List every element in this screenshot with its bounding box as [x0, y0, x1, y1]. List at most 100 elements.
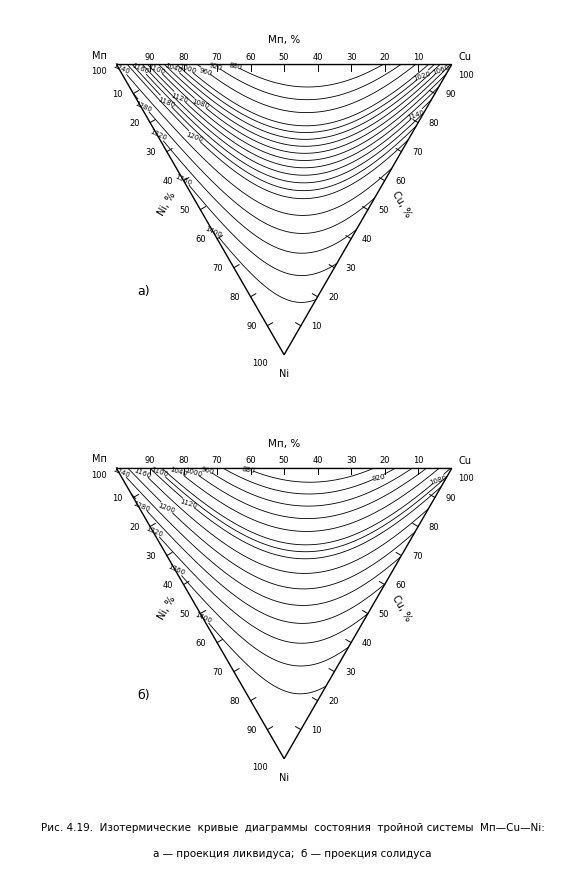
- Text: 90: 90: [145, 456, 156, 465]
- Text: 20: 20: [328, 696, 339, 705]
- Text: 1040: 1040: [168, 466, 188, 477]
- Text: 1140: 1140: [407, 109, 426, 121]
- Text: 80: 80: [178, 53, 189, 61]
- Text: 1280: 1280: [134, 100, 153, 112]
- Text: 1060: 1060: [431, 64, 450, 76]
- Text: Рис. 4.19.  Изотермические  кривые  диаграммы  состояния  тройной системы  Мп—Cu: Рис. 4.19. Изотермические кривые диаграм…: [40, 822, 545, 832]
- Text: Cu, %: Cu, %: [390, 189, 413, 219]
- Text: Ni: Ni: [279, 773, 289, 782]
- Text: 60: 60: [395, 177, 406, 186]
- Text: 40: 40: [312, 53, 323, 61]
- Text: 70: 70: [412, 551, 422, 560]
- Text: 100: 100: [91, 471, 106, 479]
- Text: Ni: Ni: [279, 369, 289, 378]
- Text: 90: 90: [145, 53, 156, 61]
- Text: а): а): [137, 285, 150, 298]
- Text: 70: 70: [212, 264, 223, 273]
- Text: 100: 100: [252, 762, 267, 771]
- Text: 1160: 1160: [133, 466, 152, 479]
- Text: 1080: 1080: [191, 98, 209, 110]
- Text: 30: 30: [345, 667, 356, 676]
- Text: 1180: 1180: [157, 96, 176, 108]
- Text: б): б): [137, 688, 150, 702]
- Text: 90: 90: [246, 725, 257, 734]
- Text: 20: 20: [129, 119, 139, 128]
- Text: Cu: Cu: [459, 456, 472, 465]
- Text: 1120: 1120: [170, 92, 189, 104]
- Text: 100: 100: [252, 359, 267, 368]
- Text: 920: 920: [371, 473, 386, 481]
- Text: 10: 10: [413, 53, 424, 61]
- Text: 1020: 1020: [413, 70, 432, 82]
- Text: 1160: 1160: [131, 63, 150, 76]
- Text: 100: 100: [459, 474, 474, 483]
- Text: 1000: 1000: [184, 466, 202, 477]
- Text: 10: 10: [112, 493, 123, 502]
- Text: 50: 50: [279, 456, 290, 465]
- Text: 20: 20: [129, 522, 139, 531]
- Text: 40: 40: [312, 456, 323, 465]
- Text: 40: 40: [362, 235, 372, 244]
- Text: 70: 70: [212, 456, 222, 465]
- Text: 1280: 1280: [132, 500, 151, 512]
- Text: 30: 30: [346, 53, 356, 61]
- Text: 30: 30: [346, 456, 356, 465]
- Text: 90: 90: [246, 322, 257, 331]
- Text: 60: 60: [196, 235, 207, 244]
- Text: 100: 100: [459, 70, 474, 80]
- Text: 1200: 1200: [157, 502, 176, 514]
- Text: 50: 50: [179, 206, 190, 215]
- Text: 60: 60: [196, 638, 207, 647]
- Text: Ni, %: Ni, %: [156, 191, 177, 217]
- Text: 10: 10: [112, 90, 123, 99]
- Text: 1400: 1400: [194, 610, 212, 623]
- Text: Cu, %: Cu, %: [390, 593, 413, 622]
- Text: 50: 50: [279, 53, 290, 61]
- Text: 880: 880: [228, 62, 242, 71]
- Text: 70: 70: [212, 667, 223, 676]
- Text: 1080: 1080: [428, 474, 448, 486]
- Text: 40: 40: [163, 580, 173, 589]
- Text: 80: 80: [429, 522, 439, 531]
- Text: а — проекция ликвидуса;  б — проекция солидуса: а — проекция ликвидуса; б — проекция сол…: [153, 848, 432, 859]
- Text: 1100: 1100: [150, 466, 169, 478]
- Text: 60: 60: [245, 456, 256, 465]
- Text: 20: 20: [328, 293, 339, 302]
- Text: 40: 40: [163, 177, 173, 186]
- Text: 80: 80: [178, 456, 189, 465]
- Text: 80: 80: [229, 293, 240, 302]
- Text: Мп: Мп: [92, 454, 106, 464]
- Text: 50: 50: [378, 609, 389, 618]
- Text: 30: 30: [146, 551, 156, 560]
- Text: 60: 60: [395, 580, 406, 589]
- Text: 90: 90: [446, 493, 456, 502]
- Text: 1320: 1320: [149, 129, 167, 141]
- Text: 1120: 1120: [179, 498, 198, 509]
- Text: 20: 20: [380, 53, 390, 61]
- Text: 10: 10: [311, 725, 322, 734]
- Text: 80: 80: [229, 696, 240, 705]
- Text: Мп: Мп: [92, 50, 106, 61]
- Text: Мп, %: Мп, %: [268, 35, 300, 46]
- Text: 30: 30: [146, 148, 156, 157]
- Text: 30: 30: [345, 264, 356, 273]
- Text: 70: 70: [212, 53, 222, 61]
- Text: 70: 70: [412, 148, 422, 157]
- Text: 880: 880: [242, 466, 256, 474]
- Text: 1200: 1200: [185, 131, 204, 143]
- Text: 80: 80: [429, 119, 439, 128]
- Text: 100: 100: [91, 67, 106, 76]
- Text: 50: 50: [378, 206, 389, 215]
- Text: Cu: Cu: [459, 52, 472, 62]
- Text: 1400: 1400: [204, 226, 223, 238]
- Text: 1320: 1320: [144, 525, 163, 537]
- Text: Ni, %: Ni, %: [156, 594, 177, 621]
- Text: Мп, %: Мп, %: [268, 439, 300, 449]
- Text: 40: 40: [362, 638, 372, 647]
- Text: 920: 920: [208, 62, 223, 71]
- Text: 1240: 1240: [112, 63, 130, 76]
- Text: 10: 10: [311, 322, 322, 331]
- Text: 960: 960: [200, 466, 215, 475]
- Text: 1360: 1360: [174, 173, 193, 186]
- Text: 60: 60: [245, 53, 256, 61]
